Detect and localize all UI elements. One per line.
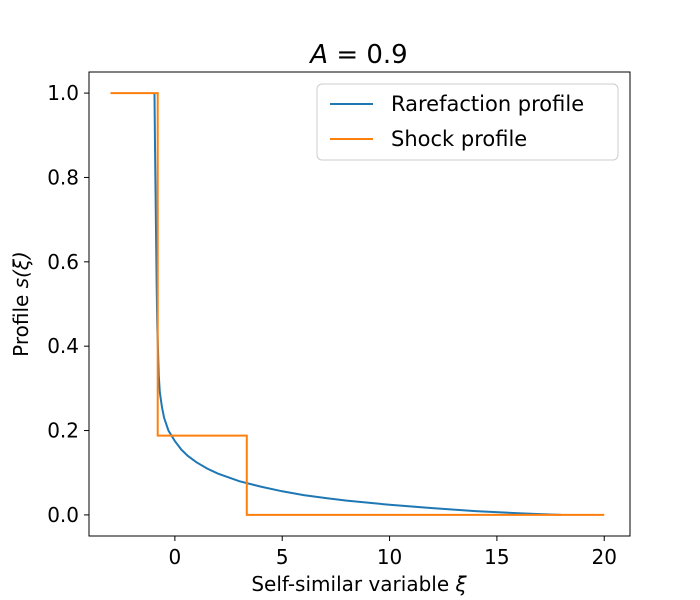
y-tick-label: 1.0 <box>47 81 79 105</box>
legend: Rarefaction profile Shock profile <box>316 83 619 161</box>
plot-frame <box>88 71 631 537</box>
y-tick-label: 0.4 <box>47 334 79 358</box>
series-line-1 <box>110 92 605 516</box>
plot-layer <box>110 92 605 516</box>
y-tick-label: 0.6 <box>47 250 79 274</box>
legend-label-shock: Shock profile <box>391 127 527 151</box>
chart-title: A = 0.9 <box>308 40 407 70</box>
legend-box <box>316 83 619 161</box>
x-tick-label: 5 <box>276 545 289 569</box>
x-tick-label: 20 <box>592 545 617 569</box>
x-tick-label: 10 <box>377 545 402 569</box>
legend-label-rarefaction: Rarefaction profile <box>391 92 584 116</box>
x-axis-label: Self-similar variable ξ <box>251 572 467 596</box>
y-tick-label: 0.0 <box>47 503 79 527</box>
x-tick-label: 15 <box>484 545 509 569</box>
x-tick-label: 0 <box>169 545 182 569</box>
y-tick-label: 0.8 <box>47 165 79 189</box>
ticks-layer: 0 5 10 15 20 0.0 0.2 0.4 0.6 0.8 1.0 <box>47 81 617 569</box>
y-axis-label: Profile s(ξ) <box>9 251 33 357</box>
y-tick-label: 0.2 <box>47 419 79 443</box>
